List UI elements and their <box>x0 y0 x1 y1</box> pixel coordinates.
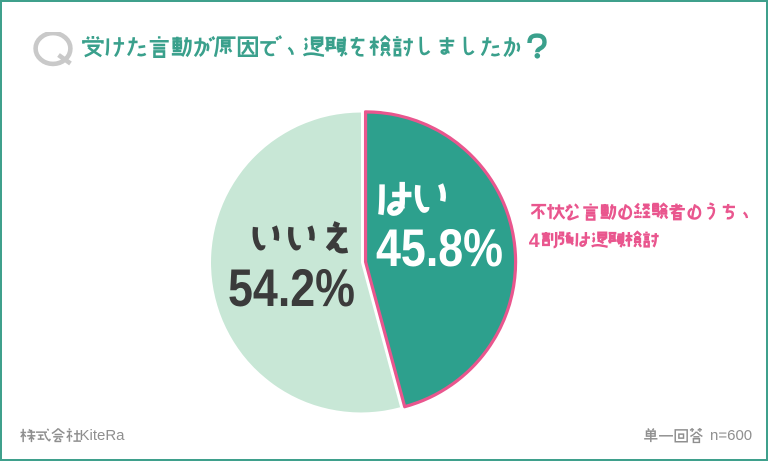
svg-text:4: 4 <box>529 230 540 252</box>
